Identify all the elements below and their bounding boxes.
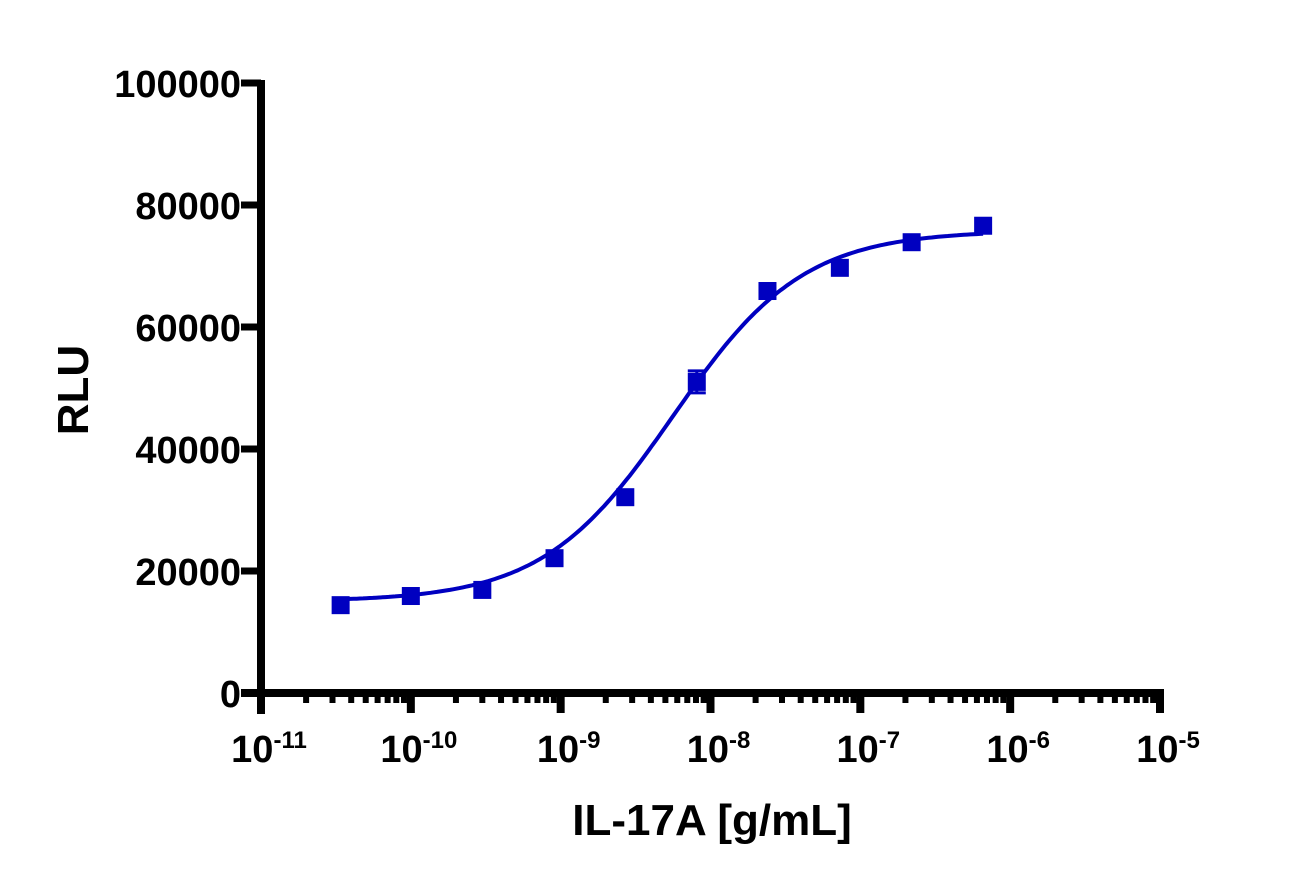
y-axis: 0 20000 40000 60000 80000 100000 xyxy=(114,64,265,716)
y-tick-label: 20000 xyxy=(135,552,241,594)
data-point xyxy=(401,587,420,606)
data-point xyxy=(974,216,993,235)
y-tick-label: 80000 xyxy=(135,186,241,228)
x-tick-label: 10-5 xyxy=(1136,727,1200,771)
x-axis-title: IL-17A [g/mL] xyxy=(572,796,851,845)
data-point xyxy=(545,549,564,568)
x-tick-label: 10-8 xyxy=(687,727,751,771)
x-axis: 10-11 10-10 10-9 10-8 10-7 10-6 10-5 xyxy=(231,689,1200,771)
x-tick-label: 10-9 xyxy=(537,727,601,771)
data-points xyxy=(331,216,993,615)
data-point xyxy=(473,580,492,599)
x-tick-label: 10-11 xyxy=(231,727,307,771)
x-tick-label: 10-7 xyxy=(837,727,901,771)
data-point xyxy=(758,282,777,301)
data-point xyxy=(331,596,350,615)
x-tick-label: 10-10 xyxy=(380,727,457,771)
data-point xyxy=(830,258,849,277)
fit-curve xyxy=(340,231,984,602)
y-tick-label: 60000 xyxy=(135,308,241,350)
data-point xyxy=(687,369,706,395)
y-tick-label: 100000 xyxy=(114,64,241,106)
y-axis-title: RLU xyxy=(49,345,98,435)
y-tick-label: 40000 xyxy=(135,430,241,472)
data-point xyxy=(616,488,635,507)
data-point xyxy=(902,233,921,252)
y-tick-label: 0 xyxy=(220,674,241,716)
x-tick-label: 10-6 xyxy=(986,727,1050,771)
